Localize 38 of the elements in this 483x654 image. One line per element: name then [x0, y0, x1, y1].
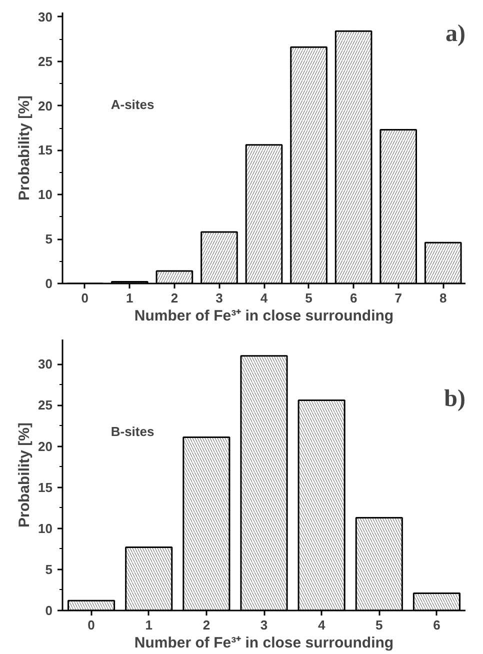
- x-tick-label: 1: [145, 618, 152, 632]
- y-tick-label: 30: [38, 356, 53, 372]
- y-tick-label: 10: [38, 187, 53, 202]
- y-tick-label: 5: [45, 562, 53, 577]
- x-tick-label: 5: [376, 618, 383, 632]
- x-tick-label: 6: [433, 618, 440, 632]
- annotation: A-sites: [110, 97, 154, 112]
- y-tick-label: 25: [38, 54, 53, 69]
- x-tick-label: 3: [216, 290, 223, 306]
- annotation: B-sites: [110, 424, 154, 440]
- x-tick-label: 0: [88, 618, 95, 632]
- x-tick-label: 0: [81, 290, 89, 306]
- x-tick-label: 1: [126, 290, 134, 306]
- y-tick-label: 20: [38, 438, 53, 454]
- x-tick-label: 4: [318, 618, 326, 632]
- annotation: b): [444, 386, 466, 412]
- y-tick-label: 15: [38, 480, 53, 495]
- x-axis-title: Number of Fe³⁺ in close surrounding: [134, 308, 394, 324]
- y-tick-label: 15: [38, 142, 53, 158]
- y-tick-label: 25: [38, 398, 53, 413]
- y-axis-title: Probability [%]: [16, 422, 34, 528]
- y-tick-label: 30: [38, 9, 53, 24]
- x-tick-label: 8: [439, 290, 447, 306]
- y-tick-label: 5: [45, 232, 53, 247]
- x-tick-label: 3: [260, 618, 268, 632]
- x-tick-label: 5: [305, 290, 312, 306]
- x-axis-title: Number of Fe³⁺ in close surrounding: [134, 634, 394, 652]
- x-tick-label: 2: [202, 618, 210, 632]
- y-tick-label: 0: [45, 603, 53, 618]
- annotation: a): [446, 21, 466, 48]
- x-tick-label: 2: [170, 290, 178, 306]
- y-tick-label: 10: [38, 520, 53, 536]
- y-tick-label: 20: [38, 98, 53, 114]
- x-tick-label: 7: [394, 290, 402, 306]
- y-axis-title: Probability [%]: [16, 95, 34, 201]
- x-tick-label: 4: [260, 290, 268, 306]
- y-tick-label: 0: [45, 276, 53, 291]
- x-tick-label: 6: [350, 290, 358, 306]
